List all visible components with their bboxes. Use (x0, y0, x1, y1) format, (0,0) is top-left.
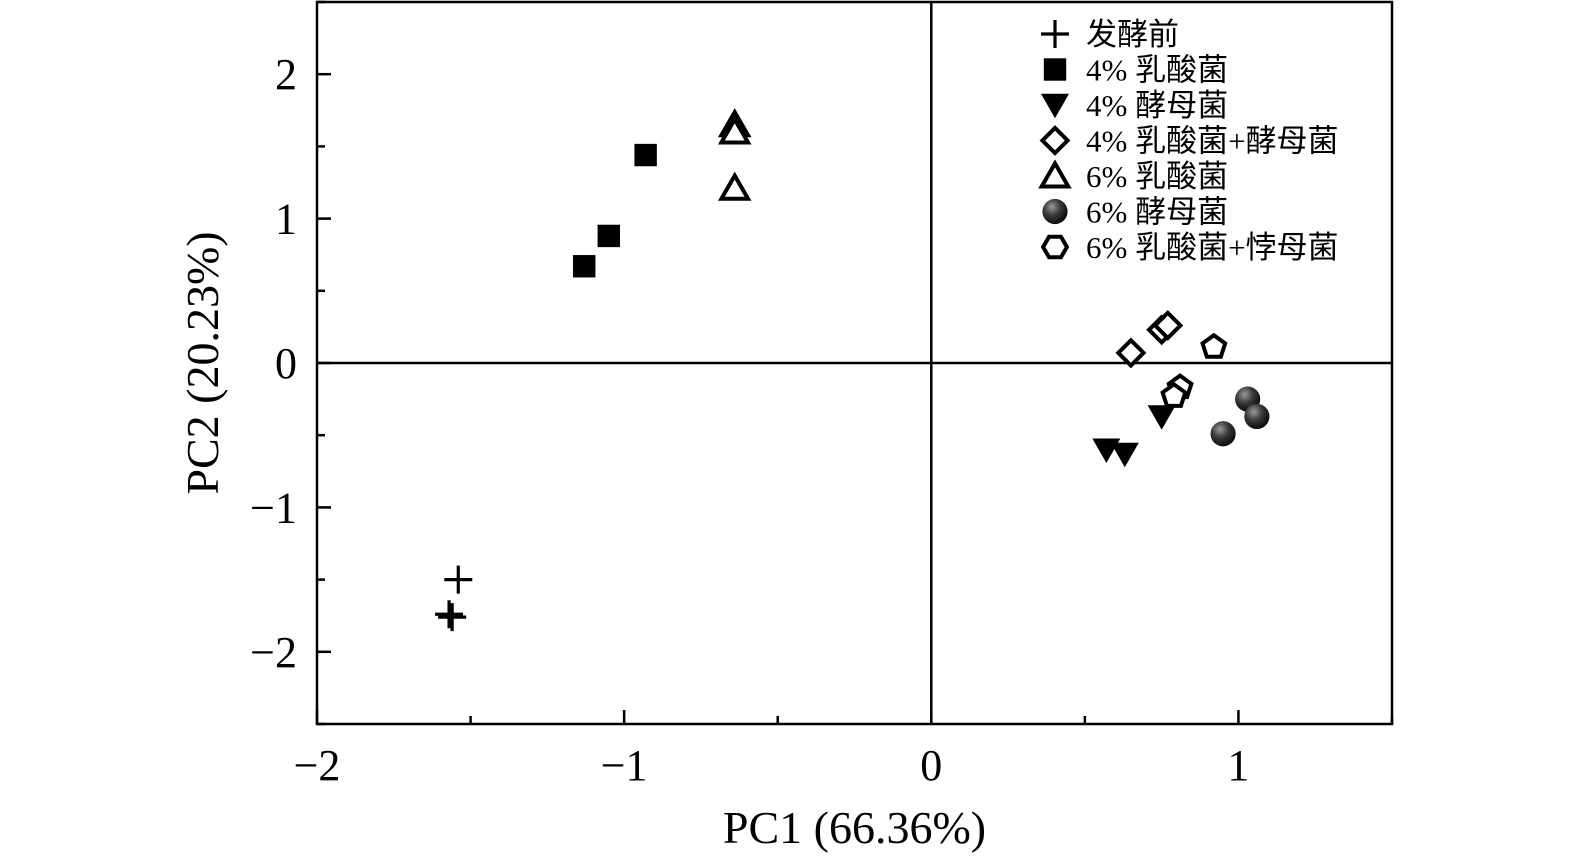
y-tick-label: −1 (250, 483, 297, 532)
legend-label-1: 发酵前 (1086, 17, 1179, 52)
y-tick-label: 2 (275, 50, 297, 99)
data-point-series-4-3 (1152, 310, 1184, 341)
legend-label-2: 4% 乳酸菌 (1086, 53, 1228, 88)
reference-lines (317, 2, 1392, 724)
data-point-series-6-3 (1244, 403, 1270, 430)
data-point-series-4-1 (1115, 337, 1147, 369)
data-point-series-2-1 (573, 255, 596, 278)
x-tick-label: 1 (1227, 741, 1249, 790)
legend-label-6: 6% 酵母菌 (1086, 195, 1228, 230)
y-tick-label: 0 (275, 339, 297, 388)
legend-marker-1 (1041, 20, 1069, 48)
data-point-series-2-3 (634, 143, 657, 167)
data-point-series-1-3 (438, 603, 467, 632)
plot-frame (315, 0, 1394, 726)
legend-label-4: 4% 乳酸菌+酵母菌 (1086, 124, 1339, 159)
data-point-series-3-2 (1110, 442, 1139, 468)
data-point-series-1-1 (444, 565, 473, 594)
data-points (435, 108, 1270, 632)
legend-marker-6 (1042, 198, 1068, 225)
data-point-series-7-1 (1200, 332, 1228, 359)
data-point-series-1-2 (435, 600, 464, 629)
legend-label-3: 4% 酵母菌 (1086, 88, 1228, 123)
y-tick-label: 1 (275, 195, 297, 244)
data-point-series-3-3 (1147, 405, 1176, 430)
x-tick-label: 0 (920, 741, 942, 790)
y-axis-label: PC2 (20.23%) (177, 231, 228, 494)
x-tick-label: −2 (294, 741, 341, 790)
legend-marker-3 (1041, 93, 1069, 119)
legend-label-5: 6% 乳酸菌 (1086, 159, 1228, 194)
y-tick-label: −2 (250, 628, 297, 677)
data-point-series-7-3 (1160, 381, 1188, 408)
data-point-series-6-1 (1210, 421, 1236, 447)
legend-marker-4 (1039, 125, 1071, 156)
data-point-series-5-3 (717, 171, 752, 201)
data-point-series-2-2 (597, 224, 620, 248)
legend-marker-2 (1043, 58, 1067, 81)
legend-marker-5 (1038, 159, 1072, 189)
data-point-series-5-2 (717, 115, 752, 145)
x-tick-label: −1 (601, 741, 648, 790)
tick-labels: −2 −1 0 1 2 1 0 −1 −2 (250, 50, 1249, 790)
x-axis-label: PC1 (66.36%) (723, 802, 986, 853)
legend-marker-7 (1040, 234, 1070, 260)
legend-label-7: 6% 乳酸菌+悖母菌 (1086, 230, 1339, 265)
